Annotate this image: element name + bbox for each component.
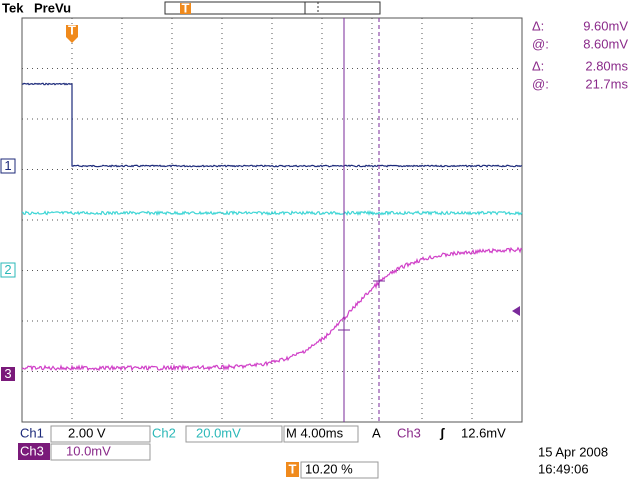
trigger-level: 12.6mV bbox=[461, 425, 506, 440]
date: 15 Apr 2008 bbox=[538, 444, 608, 459]
ch2-scale-box bbox=[185, 425, 283, 443]
trigger-position-icon bbox=[286, 462, 299, 477]
ch1-scale-box bbox=[50, 425, 151, 443]
ch2-marker bbox=[0, 262, 16, 278]
trigger-level-marker bbox=[512, 306, 520, 316]
ch1-marker bbox=[0, 158, 16, 174]
ch1-marker-label: 1 bbox=[4, 158, 11, 173]
trigger-position-box bbox=[300, 461, 379, 479]
ch3-marker bbox=[1, 367, 15, 381]
ch2-trace bbox=[21, 209, 523, 217]
trigger-position: 10.20 % bbox=[305, 461, 353, 476]
trigger-marker-arrow bbox=[66, 37, 78, 43]
ch2-marker-label: 2 bbox=[4, 262, 11, 277]
acq-mode: PreVu bbox=[34, 0, 71, 15]
readout-symbol: Δ: bbox=[532, 18, 544, 33]
time: 16:49:06 bbox=[538, 461, 589, 476]
graticule bbox=[22, 18, 522, 422]
readout-value: 2.80ms bbox=[585, 58, 628, 73]
record-trigger-label: T bbox=[182, 0, 190, 15]
readout-value: 9.60mV bbox=[583, 18, 628, 33]
timebase-box bbox=[283, 425, 359, 443]
brand: Tek bbox=[2, 0, 24, 15]
trigger-slope: ʃ bbox=[439, 425, 445, 440]
trigger-marker bbox=[66, 25, 78, 37]
readout-symbol: @: bbox=[532, 76, 549, 91]
record-trigger bbox=[180, 3, 191, 14]
timebase: M 4.00ms bbox=[286, 425, 344, 440]
ch1-label: Ch1 bbox=[20, 425, 44, 440]
ch1-scale: 2.00 V bbox=[68, 425, 106, 440]
cursor-crosshair bbox=[338, 275, 385, 336]
graticule-border bbox=[21, 17, 523, 423]
ch3-label: Ch3 bbox=[20, 443, 44, 458]
ch3-scale-box bbox=[50, 443, 151, 461]
ch1-trace bbox=[21, 82, 522, 168]
ch3-label-box bbox=[18, 443, 50, 460]
trigger-position-icon-label: T bbox=[289, 461, 297, 476]
trigger-mode: A bbox=[372, 425, 381, 440]
readout-value: 8.60mV bbox=[583, 36, 628, 51]
ch2-label: Ch2 bbox=[152, 425, 176, 440]
trigger-marker-label: T bbox=[68, 22, 76, 37]
ch2-scale: 20.0mV bbox=[196, 425, 241, 440]
trigger-source: Ch3 bbox=[397, 425, 421, 440]
record-bar bbox=[164, 1, 381, 15]
ch3-marker-label: 3 bbox=[4, 366, 11, 381]
readout-symbol: Δ: bbox=[532, 58, 544, 73]
readout-value: 21.7ms bbox=[585, 76, 628, 91]
ch3-scale: 10.0mV bbox=[66, 443, 111, 458]
readout-symbol: @: bbox=[532, 36, 549, 51]
ch3-trace bbox=[21, 246, 523, 372]
